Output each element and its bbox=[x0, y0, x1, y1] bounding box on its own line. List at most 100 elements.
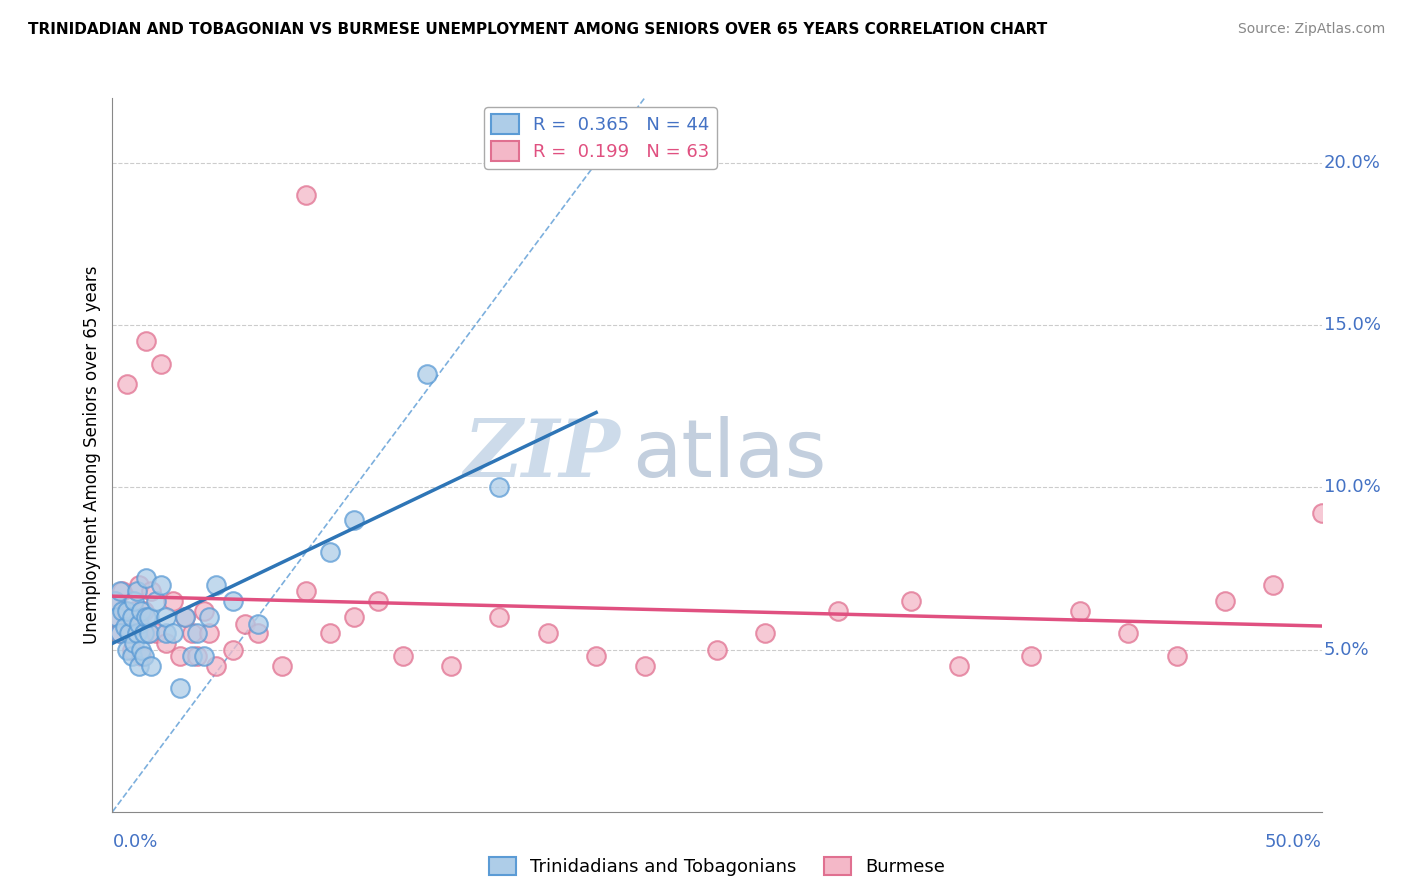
Point bbox=[131, 604, 153, 618]
Point bbox=[222, 642, 245, 657]
Point bbox=[138, 626, 160, 640]
Point bbox=[1263, 577, 1285, 591]
Point bbox=[488, 610, 510, 624]
Point bbox=[145, 626, 167, 640]
Point bbox=[235, 616, 257, 631]
Point bbox=[1166, 648, 1188, 663]
Point bbox=[186, 626, 208, 640]
Point bbox=[246, 626, 269, 640]
Point bbox=[111, 604, 134, 618]
Point bbox=[105, 610, 128, 624]
Point bbox=[141, 584, 163, 599]
Point bbox=[118, 626, 141, 640]
Point bbox=[706, 642, 728, 657]
Point bbox=[319, 545, 342, 559]
Point bbox=[416, 367, 439, 381]
Point bbox=[174, 610, 197, 624]
Point bbox=[246, 616, 269, 631]
Point bbox=[295, 188, 318, 202]
Point bbox=[149, 577, 172, 591]
Point bbox=[222, 594, 245, 608]
Point bbox=[138, 610, 160, 624]
Point bbox=[145, 594, 167, 608]
Point bbox=[193, 604, 215, 618]
Point bbox=[121, 642, 143, 657]
Point bbox=[488, 480, 510, 494]
Point bbox=[115, 642, 138, 657]
Point bbox=[198, 610, 221, 624]
Point bbox=[1069, 604, 1091, 618]
Point bbox=[111, 584, 134, 599]
Point bbox=[135, 571, 157, 585]
Point bbox=[125, 626, 148, 640]
Point bbox=[1021, 648, 1043, 663]
Point bbox=[1213, 594, 1236, 608]
Point bbox=[205, 658, 228, 673]
Text: Source: ZipAtlas.com: Source: ZipAtlas.com bbox=[1237, 22, 1385, 37]
Point bbox=[343, 513, 366, 527]
Point bbox=[104, 594, 127, 608]
Point bbox=[128, 658, 150, 673]
Point bbox=[135, 610, 157, 624]
Point bbox=[169, 648, 191, 663]
Point bbox=[948, 658, 970, 673]
Point bbox=[104, 594, 127, 608]
Point bbox=[132, 648, 155, 663]
Point bbox=[1310, 506, 1333, 520]
Text: 50.0%: 50.0% bbox=[1265, 833, 1322, 851]
Point bbox=[121, 648, 143, 663]
Text: 5.0%: 5.0% bbox=[1324, 640, 1369, 658]
Point bbox=[132, 604, 155, 618]
Text: atlas: atlas bbox=[633, 416, 827, 494]
Point bbox=[122, 604, 145, 618]
Y-axis label: Unemployment Among Seniors over 65 years: Unemployment Among Seniors over 65 years bbox=[83, 266, 101, 644]
Point bbox=[343, 610, 366, 624]
Point bbox=[121, 610, 143, 624]
Point bbox=[319, 626, 342, 640]
Point bbox=[108, 626, 131, 640]
Point bbox=[295, 584, 318, 599]
Point bbox=[169, 681, 191, 696]
Point bbox=[186, 648, 208, 663]
Point bbox=[174, 610, 197, 624]
Point bbox=[754, 626, 776, 640]
Point bbox=[827, 604, 849, 618]
Point bbox=[181, 648, 204, 663]
Text: 0.0%: 0.0% bbox=[112, 833, 157, 851]
Point bbox=[141, 658, 163, 673]
Point bbox=[198, 626, 221, 640]
Point bbox=[122, 594, 145, 608]
Point bbox=[367, 594, 389, 608]
Point bbox=[162, 594, 184, 608]
Point bbox=[122, 636, 145, 650]
Text: 10.0%: 10.0% bbox=[1324, 478, 1381, 496]
Text: 15.0%: 15.0% bbox=[1324, 316, 1381, 334]
Point bbox=[135, 334, 157, 349]
Point bbox=[108, 626, 131, 640]
Point bbox=[138, 626, 160, 640]
Point bbox=[155, 636, 177, 650]
Point bbox=[440, 658, 463, 673]
Point bbox=[115, 604, 138, 618]
Point bbox=[149, 357, 172, 371]
Point bbox=[125, 616, 148, 631]
Point bbox=[270, 658, 292, 673]
Point bbox=[131, 648, 153, 663]
Point bbox=[391, 648, 413, 663]
Point bbox=[155, 610, 177, 624]
Point bbox=[131, 642, 153, 657]
Point bbox=[114, 604, 136, 618]
Point bbox=[162, 626, 184, 640]
Point bbox=[132, 626, 155, 640]
Text: 20.0%: 20.0% bbox=[1324, 154, 1381, 172]
Point bbox=[118, 620, 141, 634]
Point bbox=[155, 626, 177, 640]
Point bbox=[585, 648, 607, 663]
Text: TRINIDADIAN AND TOBAGONIAN VS BURMESE UNEMPLOYMENT AMONG SENIORS OVER 65 YEARS C: TRINIDADIAN AND TOBAGONIAN VS BURMESE UN… bbox=[28, 22, 1047, 37]
Point bbox=[108, 584, 131, 599]
Point bbox=[1116, 626, 1139, 640]
Point bbox=[105, 610, 128, 624]
Point bbox=[193, 648, 215, 663]
Point bbox=[537, 626, 560, 640]
Point bbox=[205, 577, 228, 591]
